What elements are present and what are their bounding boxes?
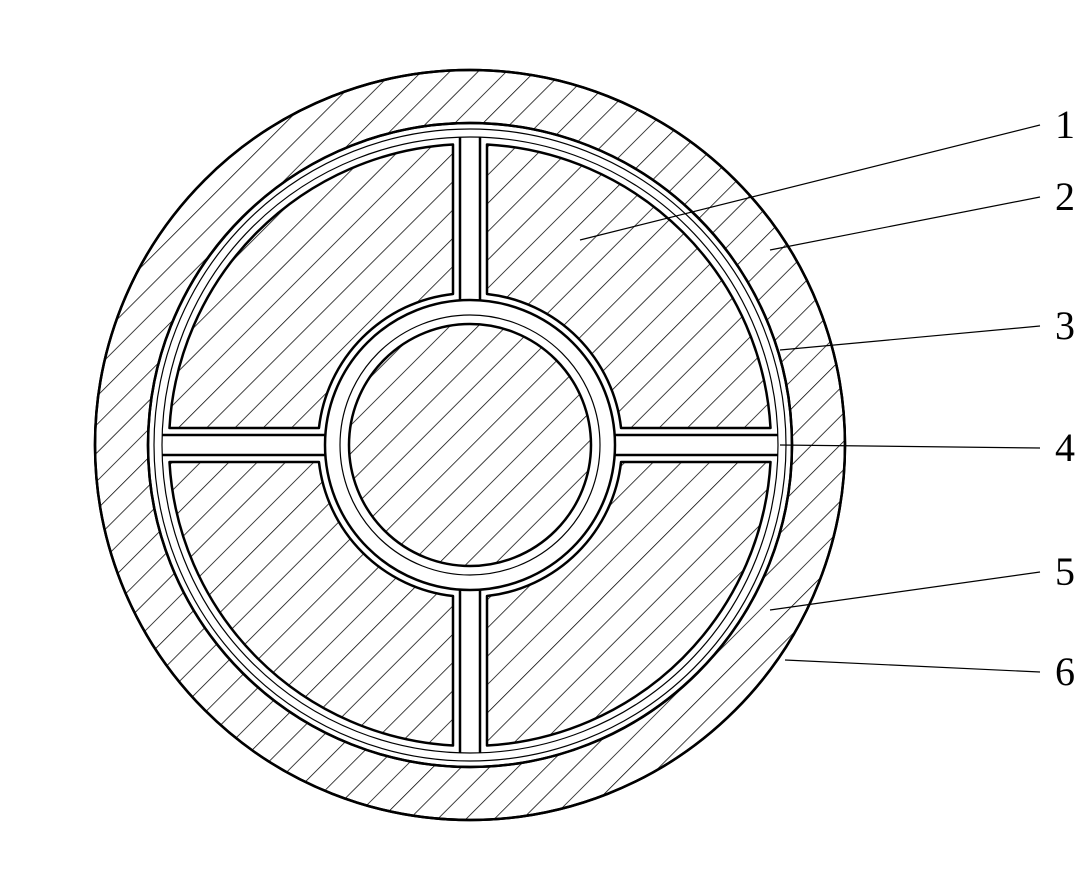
callout-label-2: 2 <box>1055 173 1075 220</box>
callout-label-6: 6 <box>1055 648 1075 695</box>
leader-line-6 <box>785 660 1040 672</box>
callout-label-4: 4 <box>1055 424 1075 471</box>
callout-label-5: 5 <box>1055 548 1075 595</box>
callout-label-1: 1 <box>1055 101 1075 148</box>
callout-label-3: 3 <box>1055 302 1075 349</box>
leader-line-2 <box>770 197 1040 250</box>
hub-core <box>349 324 591 566</box>
cross-section-diagram <box>20 20 1089 870</box>
diagram-container: 1 2 3 4 5 6 <box>20 20 1089 870</box>
